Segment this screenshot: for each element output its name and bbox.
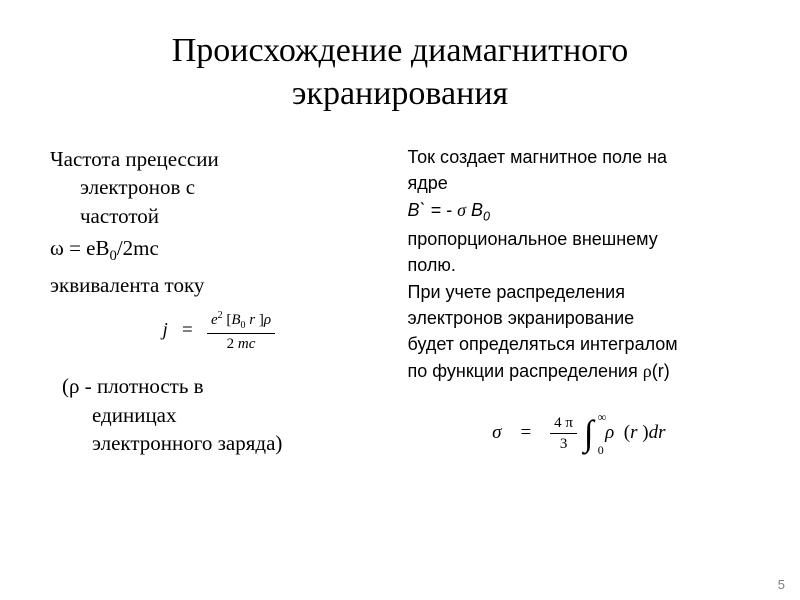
r-line-9a: по функции распределения bbox=[408, 361, 643, 381]
j-fraction: e2 [B0 r ]ρ 2 mc bbox=[207, 309, 275, 354]
sigma-dr: dr bbox=[649, 422, 666, 443]
b-b: B bbox=[466, 200, 483, 220]
j-num-bsub: 0 bbox=[241, 320, 246, 331]
j-numerator: e2 [B0 r ]ρ bbox=[207, 309, 275, 334]
integral-icon: ∫ bbox=[584, 413, 594, 453]
sigma-fraction: 4 π 3 bbox=[550, 413, 577, 455]
formula-sigma: σ = 4 π 3 ∞ ∫ 0 ρ (r )dr bbox=[408, 413, 750, 455]
b-prefix: B` = - bbox=[408, 200, 458, 220]
j-num-r: r bbox=[249, 312, 255, 328]
omega-formula: ω = eB0/2mc bbox=[50, 234, 388, 267]
sigma-den: 3 bbox=[550, 434, 577, 454]
b-sub: 0 bbox=[483, 209, 490, 223]
rho-note: (ρ - плотность в единицах электронного з… bbox=[50, 372, 388, 457]
content-area: Частота прецессии электронов с частотой … bbox=[50, 145, 750, 457]
precession-line-2: электронов с bbox=[50, 173, 388, 201]
r-line-5: полю. bbox=[408, 253, 750, 277]
sigma-lhs: σ bbox=[492, 422, 501, 443]
j-equals: = bbox=[182, 320, 193, 341]
slide-title: Происхождение диамагнитного экранировани… bbox=[50, 30, 750, 115]
title-line-2: экранирования bbox=[292, 75, 508, 112]
rho-note-line-3: электронного заряда) bbox=[62, 429, 388, 457]
title-line-1: Происхождение диамагнитного bbox=[172, 32, 629, 69]
r-line-9b: (r) bbox=[652, 361, 670, 381]
r-line-4: пропорциональное внешнему bbox=[408, 227, 750, 251]
precession-line-1: Частота прецессии bbox=[50, 147, 219, 171]
j-num-e: e bbox=[211, 312, 218, 328]
j-den-mc: mc bbox=[238, 336, 256, 352]
precession-text: Частота прецессии электронов с частотой bbox=[50, 145, 388, 230]
sigma-num: 4 π bbox=[550, 413, 577, 434]
r-line-2: ядре bbox=[408, 171, 750, 195]
int-top: ∞ bbox=[598, 409, 607, 425]
r-line-7: электронов экранирование bbox=[408, 306, 750, 330]
formula-j: j = e2 [B0 r ]ρ 2 mc bbox=[50, 309, 388, 354]
sigma-rho: ρ bbox=[605, 422, 614, 443]
omega-sub: 0 bbox=[110, 248, 117, 264]
r-line-9-rho: ρ bbox=[643, 361, 652, 381]
j-num-exp: 2 bbox=[218, 310, 223, 321]
precession-line-3: частотой bbox=[50, 202, 388, 230]
r-line-6: При учете распределения bbox=[408, 280, 750, 304]
rho-note-line-2: единицах bbox=[62, 401, 388, 429]
j-den-2: 2 bbox=[227, 336, 235, 352]
r-line-1: Ток создает магнитное поле на bbox=[408, 145, 750, 169]
j-num-rho: ρ bbox=[264, 312, 271, 328]
int-bot: 0 bbox=[598, 442, 604, 458]
b-sigma: σ bbox=[457, 200, 466, 220]
r-line-8: будет определяться интегралом bbox=[408, 332, 750, 356]
formula-b: B` = - σ B0 bbox=[408, 198, 750, 226]
j-denominator: 2 mc bbox=[207, 334, 275, 354]
integral-wrap: ∞ ∫ 0 bbox=[584, 415, 594, 453]
r-line-9: по функции распределения ρ(r) bbox=[408, 359, 750, 383]
left-column: Частота прецессии электронов с частотой … bbox=[50, 145, 388, 457]
page-number: 5 bbox=[778, 577, 785, 592]
rho-note-line-1: (ρ - плотность в bbox=[62, 374, 204, 398]
j-num-b: B bbox=[231, 312, 240, 328]
j-lhs: j bbox=[162, 320, 167, 341]
equivalent-text: эквивалента току bbox=[50, 271, 388, 299]
sigma-equals: = bbox=[520, 422, 531, 443]
sigma-r: r bbox=[630, 422, 637, 443]
right-column: Ток создает магнитное поле на ядре B` = … bbox=[408, 145, 750, 457]
omega-suffix: /2mc bbox=[117, 236, 159, 260]
omega-prefix: ω = eB bbox=[50, 236, 110, 260]
